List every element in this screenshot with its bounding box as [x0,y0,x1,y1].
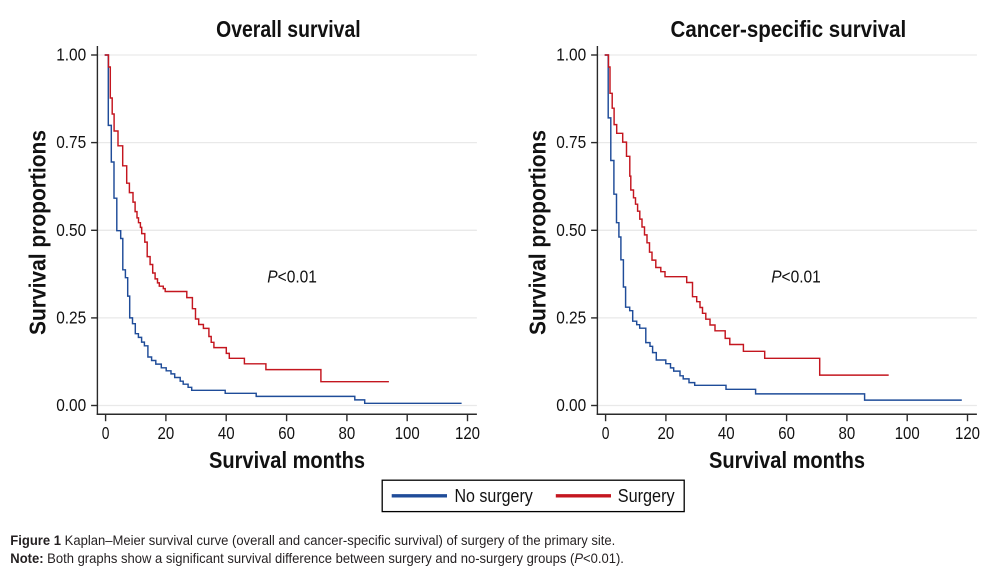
svg-text:0.50: 0.50 [56,220,86,240]
svg-text:No surgery: No surgery [455,486,533,506]
svg-text:Survival months: Survival months [709,447,865,473]
svg-text:0: 0 [102,423,110,443]
svg-text:100: 100 [395,423,420,443]
svg-text:0.50: 0.50 [556,220,586,240]
svg-text:Figure 1 Kaplan–Meier survival: Figure 1 Kaplan–Meier survival curve (ov… [10,533,615,548]
svg-text:60: 60 [278,423,295,443]
svg-text:40: 40 [218,423,235,443]
svg-text:0.75: 0.75 [56,132,86,152]
svg-text:Survival proportions: Survival proportions [525,130,551,335]
svg-text:0.00: 0.00 [56,395,86,415]
svg-text:Surgery: Surgery [618,486,675,506]
svg-text:0.75: 0.75 [556,132,586,152]
svg-text:P<0.01: P<0.01 [267,267,317,287]
svg-text:20: 20 [158,423,175,443]
svg-text:Survival months: Survival months [209,447,365,473]
svg-text:0: 0 [602,423,610,443]
svg-text:80: 80 [839,423,856,443]
svg-text:P<0.01: P<0.01 [771,267,821,287]
svg-text:120: 120 [955,423,980,443]
svg-text:0.25: 0.25 [556,308,586,328]
svg-text:100: 100 [895,423,920,443]
svg-text:Cancer-specific survival: Cancer-specific survival [671,16,907,42]
svg-text:1.00: 1.00 [556,45,586,65]
svg-text:Survival proportions: Survival proportions [25,130,51,335]
svg-text:60: 60 [778,423,795,443]
svg-text:0.25: 0.25 [56,308,86,328]
svg-text:80: 80 [339,423,356,443]
svg-text:Note: Both graphs show a signi: Note: Both graphs show a significant sur… [10,551,624,566]
svg-text:40: 40 [718,423,735,443]
svg-text:Overall survival: Overall survival [216,16,361,42]
svg-text:20: 20 [658,423,675,443]
svg-text:120: 120 [455,423,480,443]
svg-text:0.00: 0.00 [556,395,586,415]
svg-text:1.00: 1.00 [56,45,86,65]
